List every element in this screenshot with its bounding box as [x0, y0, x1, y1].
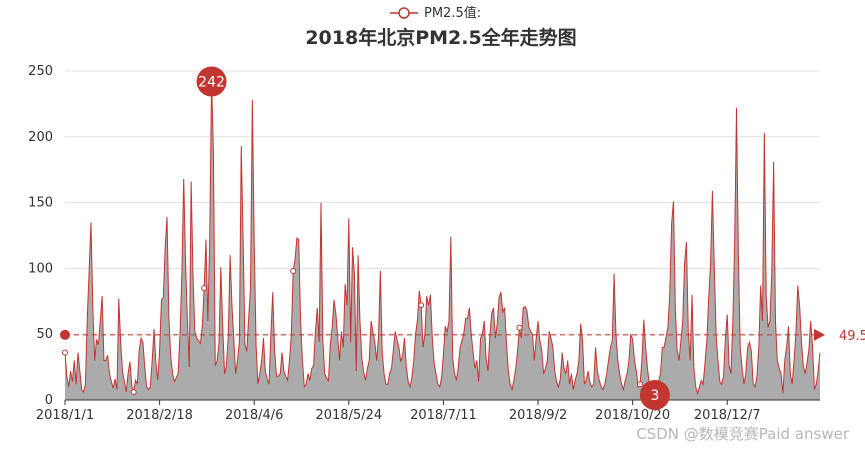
x-tick-label: 2018/2/18 — [126, 408, 193, 423]
x-tick-label: 2018/4/6 — [225, 408, 283, 423]
chart-title: 2018年北京PM2.5全年走势图 — [305, 26, 576, 49]
max-mark-label: 242 — [198, 75, 225, 91]
area-layer — [62, 81, 821, 400]
data-point — [130, 389, 137, 396]
average-line-start-dot — [60, 329, 70, 340]
x-tick-label: 2018/10/20 — [595, 408, 670, 423]
x-tick-label: 2018/5/24 — [315, 408, 382, 423]
data-point — [418, 302, 425, 309]
data-point — [290, 268, 297, 275]
y-tick-label: 0 — [45, 393, 53, 408]
grid-lines — [65, 70, 820, 335]
average-line-arrow — [814, 328, 825, 341]
data-point — [516, 324, 523, 331]
data-point — [637, 381, 644, 388]
series-area — [65, 81, 820, 400]
x-tick-label: 2018/12/7 — [694, 408, 761, 423]
average-line-label: 49.53 — [839, 329, 865, 344]
mark-points: 242 3 — [196, 66, 670, 410]
legend[interactable]: PM2.5值: — [390, 5, 481, 21]
min-mark-label: 3 — [650, 388, 659, 404]
legend-label: PM2.5值: — [424, 5, 481, 21]
y-tick-label: 250 — [28, 64, 53, 79]
watermark: CSDN @数模竞赛Paid answer — [636, 425, 849, 443]
average-mark-line: 49.53 — [60, 328, 865, 344]
y-tick-label: 200 — [28, 130, 53, 145]
y-tick-label: 150 — [28, 196, 53, 211]
x-tick-label: 2018/1/1 — [36, 408, 94, 423]
axes: 0 50 100 150 200 250 2018/1/1 2018/2/18 2018/4/6… — [28, 64, 820, 423]
y-tick-label: 50 — [36, 327, 53, 342]
data-point — [62, 349, 68, 356]
series-line — [64, 81, 821, 397]
y-tick-label: 100 — [28, 261, 53, 276]
max-mark-point — [196, 66, 227, 97]
legend-circle-icon — [398, 7, 410, 19]
data-point — [201, 285, 208, 292]
x-tick-label: 2018/9/2 — [509, 408, 567, 423]
min-mark-point — [639, 380, 670, 410]
x-tick-label: 2018/7/11 — [410, 408, 477, 423]
